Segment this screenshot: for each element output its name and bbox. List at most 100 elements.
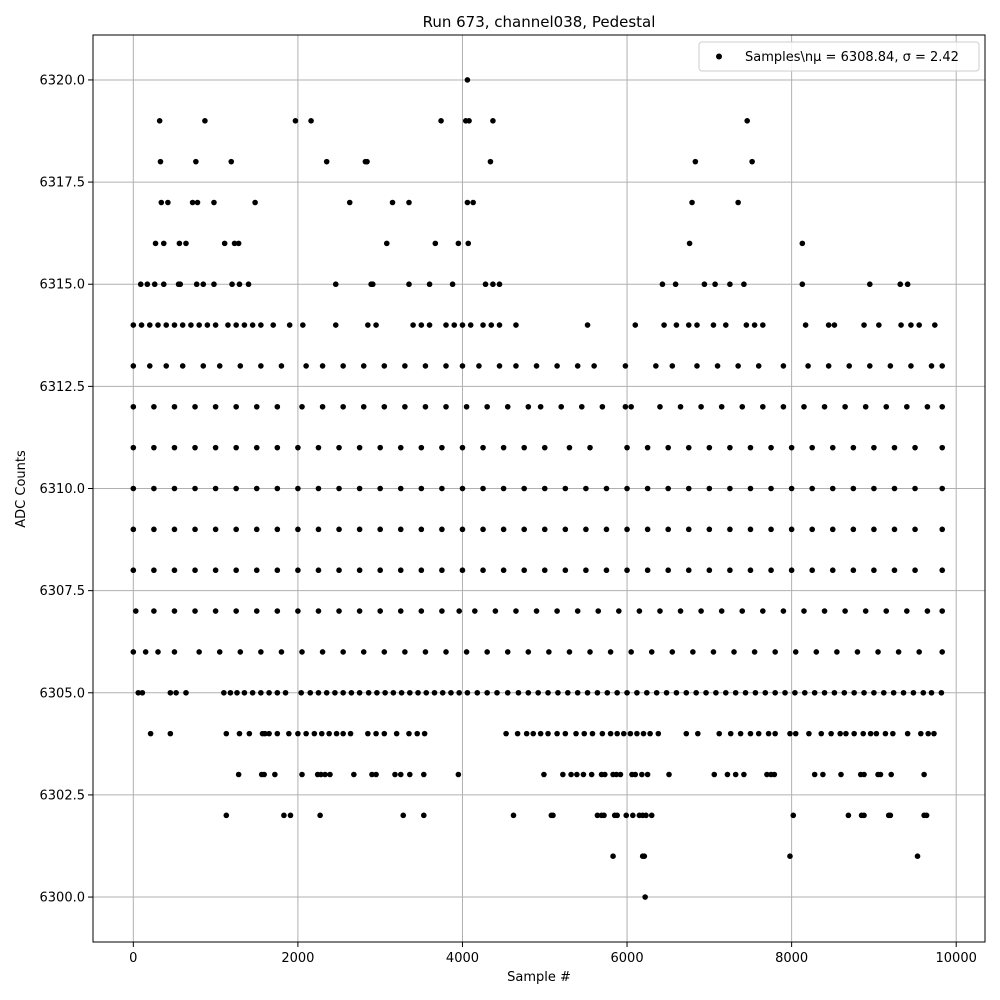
data-point bbox=[426, 281, 433, 288]
data-point bbox=[194, 199, 201, 206]
data-point bbox=[193, 158, 199, 165]
data-point bbox=[685, 485, 692, 492]
data-point bbox=[788, 567, 795, 574]
data-point bbox=[443, 363, 449, 369]
data-point bbox=[171, 526, 178, 533]
data-point bbox=[867, 730, 874, 737]
data-point bbox=[854, 649, 861, 655]
data-point bbox=[873, 730, 880, 737]
data-point bbox=[336, 567, 342, 574]
data-point bbox=[616, 608, 622, 614]
data-point bbox=[595, 608, 602, 614]
data-point bbox=[530, 730, 537, 737]
data-point bbox=[156, 117, 163, 124]
data-point bbox=[792, 649, 799, 655]
data-point bbox=[891, 444, 898, 451]
data-point bbox=[866, 281, 873, 288]
data-point bbox=[603, 485, 610, 492]
data-point bbox=[533, 363, 540, 369]
data-point bbox=[566, 444, 573, 451]
data-point bbox=[500, 567, 507, 574]
data-point bbox=[724, 771, 731, 778]
data-point bbox=[418, 526, 425, 533]
data-point bbox=[737, 730, 744, 737]
data-point bbox=[732, 771, 739, 778]
data-point bbox=[525, 689, 532, 696]
data-point bbox=[515, 689, 522, 696]
data-point bbox=[624, 444, 630, 451]
data-point bbox=[200, 363, 207, 369]
data-point bbox=[274, 444, 281, 451]
data-point bbox=[604, 689, 611, 696]
data-point bbox=[862, 403, 869, 410]
data-point bbox=[939, 526, 946, 533]
data-point bbox=[939, 403, 946, 410]
data-point bbox=[562, 526, 569, 533]
data-point bbox=[262, 730, 268, 737]
data-point bbox=[253, 567, 260, 574]
data-point bbox=[838, 771, 844, 778]
data-point bbox=[541, 485, 548, 492]
data-point bbox=[196, 322, 202, 328]
data-point bbox=[346, 199, 353, 206]
data-point bbox=[904, 281, 911, 288]
data-point bbox=[487, 158, 494, 165]
data-point bbox=[160, 240, 167, 247]
data-point bbox=[634, 689, 640, 696]
data-point bbox=[443, 322, 449, 328]
data-point bbox=[780, 608, 787, 614]
data-point bbox=[406, 199, 412, 206]
data-point bbox=[356, 444, 363, 451]
data-point bbox=[171, 485, 178, 492]
data-point bbox=[686, 240, 693, 247]
data-point bbox=[772, 649, 778, 655]
data-point bbox=[155, 649, 161, 655]
data-point bbox=[459, 485, 466, 492]
data-point bbox=[920, 689, 927, 696]
data-point bbox=[801, 403, 807, 410]
data-point bbox=[307, 689, 314, 696]
data-point bbox=[851, 730, 857, 737]
data-point bbox=[711, 771, 718, 778]
data-point bbox=[939, 567, 946, 574]
data-point bbox=[212, 485, 219, 492]
data-point bbox=[231, 240, 238, 247]
data-point bbox=[500, 485, 507, 492]
data-point bbox=[825, 363, 832, 369]
data-point bbox=[535, 689, 541, 696]
data-point bbox=[788, 444, 795, 451]
data-point bbox=[377, 526, 383, 533]
data-point bbox=[236, 730, 243, 737]
data-point bbox=[360, 363, 367, 369]
data-point bbox=[459, 567, 466, 574]
data-point bbox=[130, 403, 137, 410]
data-point bbox=[780, 363, 787, 369]
data-point bbox=[939, 485, 946, 492]
data-point bbox=[397, 444, 404, 451]
data-point bbox=[644, 526, 651, 533]
data-point bbox=[364, 158, 370, 165]
y-tick-label: 6315.0 bbox=[40, 278, 86, 293]
data-point bbox=[875, 649, 881, 655]
data-point bbox=[407, 689, 413, 696]
data-point bbox=[383, 240, 390, 247]
data-point bbox=[685, 526, 692, 533]
data-point bbox=[741, 771, 747, 778]
data-point bbox=[694, 322, 700, 328]
data-point bbox=[806, 730, 812, 737]
data-point bbox=[683, 730, 690, 737]
data-point bbox=[155, 322, 161, 328]
data-point bbox=[871, 485, 877, 492]
data-point bbox=[537, 403, 544, 410]
data-point bbox=[727, 526, 733, 533]
data-point bbox=[464, 199, 471, 206]
data-point bbox=[760, 608, 766, 614]
data-point bbox=[233, 608, 239, 614]
data-point bbox=[130, 444, 137, 451]
data-point bbox=[908, 363, 914, 369]
data-point bbox=[272, 771, 278, 778]
data-point bbox=[888, 771, 894, 778]
data-point bbox=[632, 322, 639, 328]
legend: Samples\nμ = 6308.84, σ = 2.42 bbox=[698, 41, 980, 72]
